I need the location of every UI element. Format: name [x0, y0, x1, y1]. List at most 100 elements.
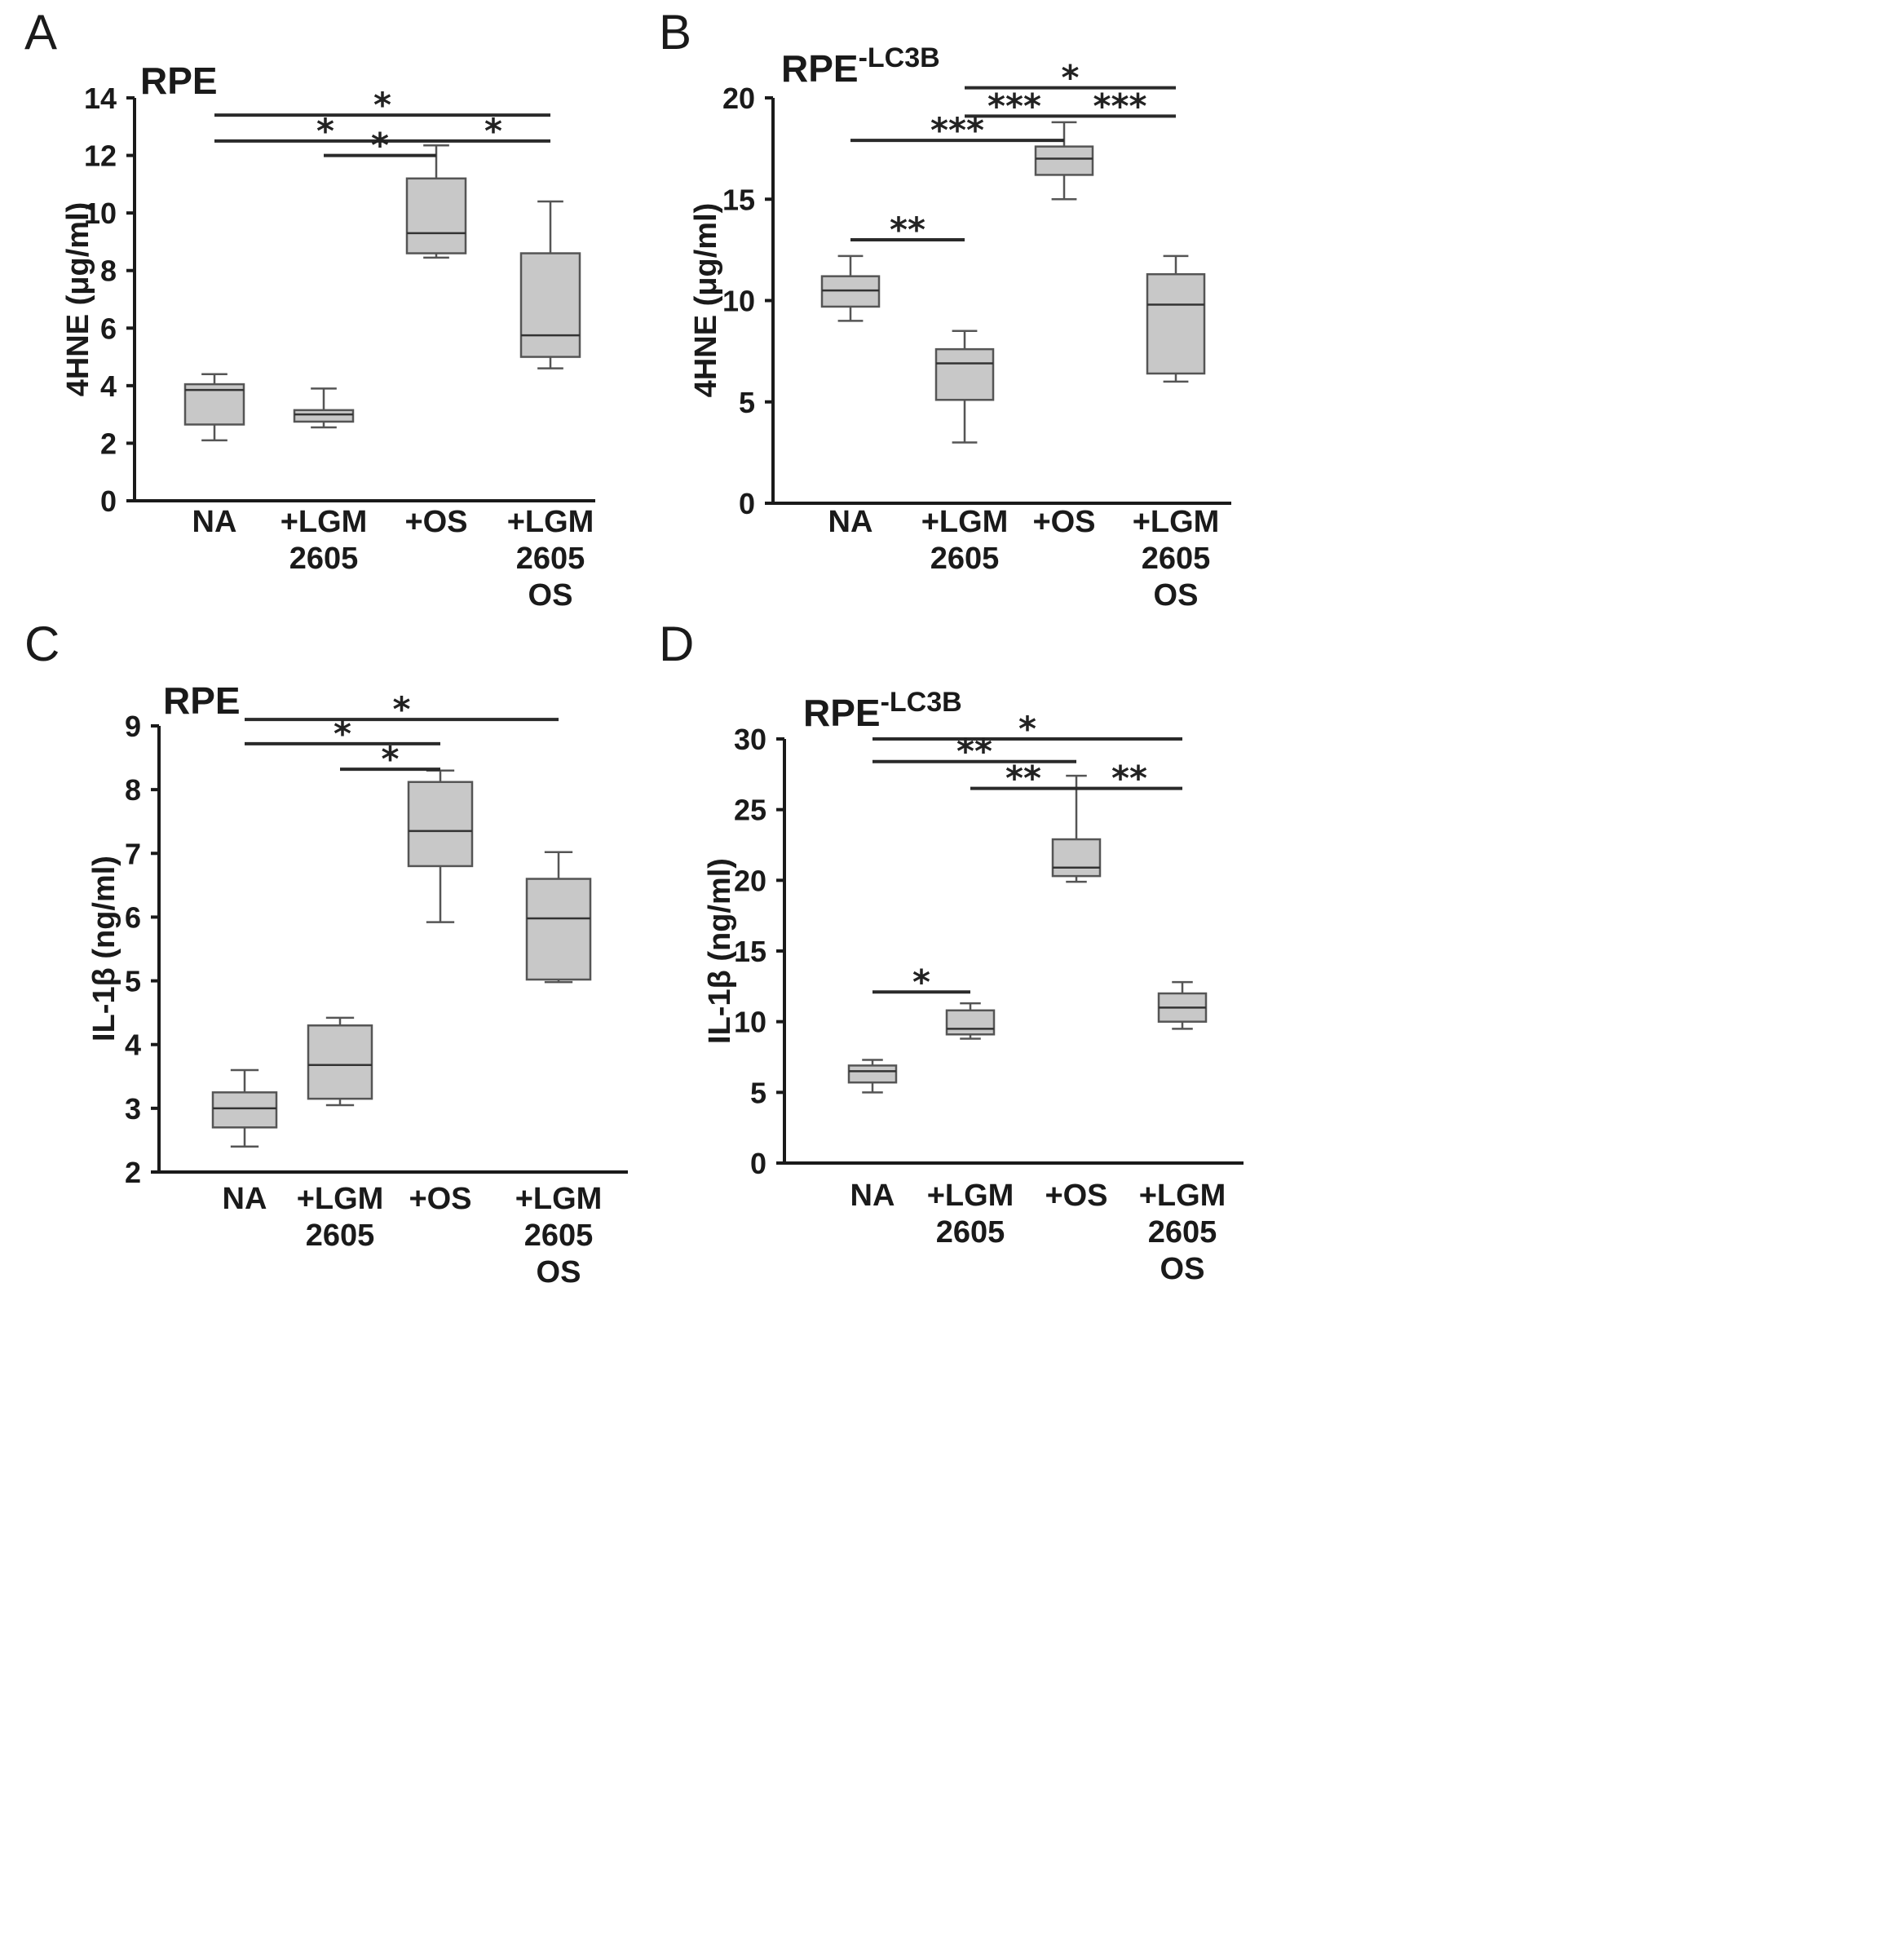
significance-label: * [912, 962, 930, 1002]
category-label-line: +OS [404, 505, 467, 539]
box-iqr [525, 878, 592, 981]
category-label-line: OS [1160, 1252, 1205, 1286]
panel-title: RPE [163, 679, 241, 722]
category-label-line: OS [537, 1255, 581, 1289]
significance-label: * [1018, 709, 1036, 749]
y-tick-label: 25 [734, 794, 766, 827]
panel-d: D RPE-LC3B 0 5 10 15 20 25 30 IL-1β (ng/ml) NA +LGM… [659, 617, 1244, 1286]
box-iqr [405, 177, 467, 254]
category-label-line: +OS [409, 1182, 471, 1216]
category-label-line: NA [850, 1179, 895, 1213]
y-tick-label: 4 [100, 369, 117, 403]
y-tick-label: 4 [125, 1028, 141, 1062]
category-label-line: 2605 [1148, 1215, 1217, 1250]
category-label: +LGM 2605 [927, 1179, 1014, 1250]
category-label: +LGM 2605 OS [1139, 1179, 1226, 1286]
panel-title: RPE [140, 60, 218, 102]
category-label: NA [828, 505, 873, 539]
panel-title-main: RPE [140, 60, 218, 102]
significance-label: * [373, 85, 391, 125]
box-iqr [1034, 145, 1094, 176]
y-tick-label: 6 [125, 900, 141, 934]
box-plot [183, 373, 245, 442]
significance-label: * [382, 739, 400, 779]
box-plot [934, 330, 995, 444]
category-label-line: +LGM [1139, 1179, 1226, 1213]
category-label-line: +LGM [921, 505, 1009, 539]
category-label: +OS [409, 1182, 471, 1216]
box-plot [1034, 121, 1094, 201]
category-label-line: NA [192, 505, 237, 539]
y-tick-label: 20 [722, 82, 755, 115]
box-iqr [1051, 838, 1102, 878]
y-axis-label: IL-1β (ng/ml) [703, 858, 737, 1044]
panel-title: RPE-LC3B [803, 687, 962, 734]
box-iqr [519, 252, 581, 358]
y-tick-label: 10 [84, 197, 117, 230]
category-label-line: +LGM [515, 1182, 603, 1216]
significance-label: * [371, 126, 389, 166]
y-tick-label: 0 [100, 484, 117, 518]
category-label-line: NA [223, 1182, 267, 1216]
box-iqr [934, 347, 995, 401]
box-iqr [407, 781, 474, 868]
y-tick-label: 2 [125, 1156, 141, 1189]
y-tick-label: 8 [125, 773, 141, 807]
panel-letter: C [24, 617, 60, 671]
category-label: NA [850, 1179, 895, 1213]
significance-label: * [334, 714, 351, 754]
y-tick-label: 14 [84, 82, 117, 115]
y-tick-label: 10 [722, 285, 755, 318]
category-label-line: 2605 [306, 1219, 375, 1253]
box-plot [1157, 980, 1208, 1030]
box-iqr [293, 409, 355, 423]
significance-label: * [1062, 58, 1080, 98]
y-axis-label: IL-1β (ng/ml) [87, 856, 121, 1042]
panel-title-superscript: -LC3B [881, 687, 962, 718]
category-label-line: +LGM [507, 505, 594, 539]
y-tick-label: 7 [125, 837, 141, 870]
significance-label: ** [890, 210, 925, 250]
box-iqr [945, 1009, 996, 1036]
y-axis-label: 4HNE (μg/ml) [61, 202, 95, 397]
y-tick-label: 15 [734, 935, 766, 968]
category-label: +LGM 2605 [921, 505, 1009, 576]
y-tick-label: 3 [125, 1092, 141, 1126]
box-plot [519, 200, 581, 369]
category-label-line: +LGM [297, 1182, 384, 1216]
y-tick-label: 10 [734, 1006, 766, 1039]
box-plot [1051, 774, 1102, 883]
category-label-line: 2605 [930, 542, 1000, 576]
panel-title-main: RPE [803, 692, 881, 734]
box-plot [945, 1002, 996, 1040]
panel-letter: A [24, 5, 57, 60]
panel-letter: D [659, 617, 694, 671]
y-tick-label: 9 [125, 710, 141, 743]
significance-label: * [316, 111, 334, 151]
box-iqr [307, 1024, 373, 1100]
box-plot [211, 1068, 278, 1148]
category-label: +LGM 2605 [297, 1182, 384, 1253]
category-label: +OS [1032, 505, 1095, 539]
box-plot [407, 769, 474, 923]
significance-label: ** [1111, 759, 1147, 798]
category-label-line: NA [828, 505, 873, 539]
y-tick-label: 0 [739, 487, 755, 520]
category-label-line: 2605 [1142, 542, 1211, 576]
significance-label: * [484, 111, 502, 151]
category-label-line: +LGM [927, 1179, 1014, 1213]
category-label: +OS [404, 505, 467, 539]
category-label: NA [192, 505, 237, 539]
category-label-line: OS [528, 578, 573, 613]
y-tick-label: 2 [100, 427, 117, 460]
category-label-line: 2605 [524, 1219, 594, 1253]
y-tick-label: 6 [100, 312, 117, 345]
category-label: +LGM 2605 OS [1133, 505, 1220, 613]
y-axis-label: 4HNE (μg/ml) [689, 203, 723, 398]
box-iqr [1146, 272, 1206, 375]
significance-label: *** [987, 86, 1041, 126]
